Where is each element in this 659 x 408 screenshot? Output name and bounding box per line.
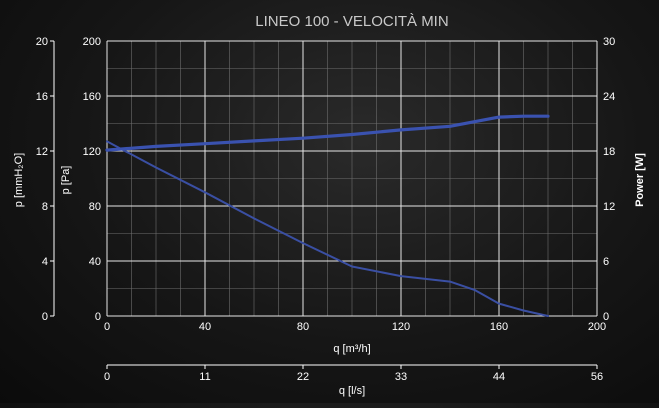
y-tick-label-pa: 200 — [83, 36, 101, 48]
secondary-x-tick-label: 22 — [297, 371, 309, 383]
y-tick-label-mmh2o: 12 — [36, 146, 48, 158]
y-axis-label-mmh2o: p [mmH₂O] — [13, 153, 25, 207]
y-tick-label-power: 0 — [603, 311, 609, 323]
secondary-x-tick-label: 11 — [199, 371, 210, 383]
x-tick-label: 120 — [392, 321, 410, 333]
major-grid — [106, 40, 598, 317]
x-tick-label: 200 — [588, 321, 606, 333]
x-tick-label: 40 — [199, 321, 211, 333]
secondary-x-tick-label: 44 — [493, 371, 505, 383]
y-tick-label-power: 24 — [603, 91, 615, 103]
secondary-x-tick-label: 0 — [104, 371, 110, 383]
secondary-x-axis-label: q [l/s] — [339, 385, 365, 397]
y-axis-label-pa: p [Pa] — [60, 166, 72, 195]
y-tick-label-mmh2o: 16 — [36, 91, 48, 103]
x-tick-label: 80 — [297, 321, 309, 333]
x-tick-label: 160 — [490, 321, 508, 333]
y-tick-label-power: 12 — [603, 201, 615, 213]
y-tick-label-pa: 120 — [83, 146, 101, 158]
y-tick-label-pa: 0 — [95, 311, 101, 323]
y-tick-label-pa: 40 — [89, 256, 101, 268]
x-tick-label: 0 — [104, 321, 110, 333]
x-axis-label: q [m³/h] — [333, 343, 370, 355]
secondary-x-tick-label: 33 — [395, 371, 407, 383]
series-layer — [105, 114, 550, 317]
y-tick-label-mmh2o: 8 — [42, 201, 48, 213]
y-tick-label-mmh2o: 4 — [42, 256, 48, 268]
axes — [50, 40, 598, 369]
y-tick-label-power: 30 — [603, 36, 615, 48]
y-tick-label-mmh2o: 0 — [42, 311, 48, 323]
secondary-x-tick-label: 56 — [591, 371, 603, 383]
pressure-curve-line — [106, 140, 549, 317]
power-curve-line — [105, 114, 550, 152]
minor-grid — [107, 41, 597, 316]
y-tick-label-pa: 80 — [89, 201, 101, 213]
chart-title: LINEO 100 - VELOCITÀ MIN — [255, 13, 448, 30]
y-tick-label-pa: 160 — [83, 91, 101, 103]
y-tick-label-mmh2o: 20 — [36, 36, 48, 48]
y-tick-label-power: 6 — [603, 256, 609, 268]
y-tick-label-power: 18 — [603, 146, 615, 158]
y-axis-label-power: Power [W] — [634, 153, 646, 207]
